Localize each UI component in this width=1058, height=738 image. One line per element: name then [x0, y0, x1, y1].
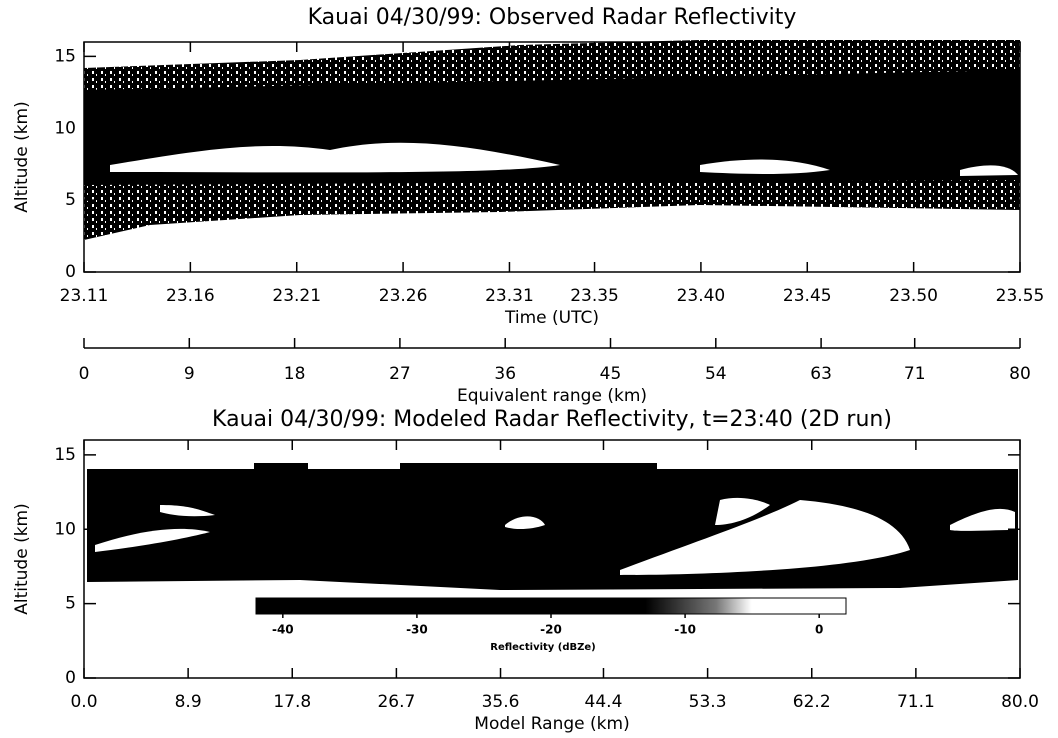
chart-title: Kauai 04/30/99: Observed Radar Reflectiv…: [308, 5, 797, 30]
x-tick-label: 62.2: [793, 692, 831, 712]
observed-field: [84, 40, 1020, 240]
x-tick-label: 80.0: [1001, 692, 1039, 712]
y-axis-label: Altitude (km): [12, 503, 32, 615]
y-tick-label: 5: [65, 190, 76, 210]
y-tick-label: 15: [54, 46, 76, 66]
x-tick-label: 71.1: [897, 692, 935, 712]
x-tick-label: 23.26: [379, 286, 428, 306]
x2-axis-label: Equivalent range (km): [457, 386, 647, 406]
y-tick-label: 0: [65, 668, 76, 688]
y-tick-label: 10: [54, 519, 76, 539]
x-axis-label: Model Range (km): [474, 714, 629, 734]
colorbar: [255, 597, 847, 615]
x-tick-label: 23.40: [677, 286, 726, 306]
x-tick-label: 53.3: [689, 692, 727, 712]
modeled-field: [87, 463, 1018, 590]
x-tick-label: 27: [389, 364, 411, 384]
x-tick-label: 0.0: [70, 692, 97, 712]
plot-frame: [83, 41, 1021, 273]
x-axis-label: Time (UTC): [504, 308, 599, 328]
x-tick-label: 23.16: [166, 286, 215, 306]
colorbar-label: Reflectivity (dBZe): [490, 642, 596, 653]
colorbar-tick-label: 0: [815, 623, 823, 637]
x-tick-label: 23.11: [60, 286, 109, 306]
y-tick-label: 5: [65, 594, 76, 614]
colorbar-tick-label: -40: [272, 623, 294, 637]
x-tick-label: 17.8: [273, 692, 311, 712]
x-tick-label: 54: [705, 364, 727, 384]
x-tick-label: 23.45: [783, 286, 832, 306]
y-axis-label: Altitude (km): [12, 101, 32, 213]
x-tick-label: 26.7: [377, 692, 415, 712]
x-tick-label: 9: [184, 364, 195, 384]
x-tick-label: 8.9: [175, 692, 202, 712]
colorbar-tick-label: -30: [406, 623, 428, 637]
y-tick-label: 10: [54, 118, 76, 138]
y-tick-label: 15: [54, 445, 76, 465]
x-tick-label: 44.4: [585, 692, 623, 712]
x-tick-label: 35.6: [482, 692, 520, 712]
x-tick-label: 18: [284, 364, 306, 384]
x-tick-label: 23.50: [889, 286, 938, 306]
plot-frame: [83, 439, 1021, 679]
x-tick-label: 36: [494, 364, 516, 384]
x-tick-label: 23.35: [570, 286, 619, 306]
x-tick-label: 0: [79, 364, 90, 384]
colorbar-tick-label: -10: [674, 623, 696, 637]
x-tick-label: 45: [600, 364, 622, 384]
chart-title: Kauai 04/30/99: Modeled Radar Reflectivi…: [212, 407, 892, 432]
x-tick-label: 63: [810, 364, 832, 384]
x-tick-label: 23.31: [485, 286, 534, 306]
colorbar-tick-label: -20: [540, 623, 562, 637]
x-tick-label: 23.21: [272, 286, 321, 306]
x-tick-label: 80: [1009, 364, 1031, 384]
y-tick-label: 0: [65, 262, 76, 282]
x-tick-label: 71: [904, 364, 926, 384]
x-tick-label: 23.55: [996, 286, 1045, 306]
